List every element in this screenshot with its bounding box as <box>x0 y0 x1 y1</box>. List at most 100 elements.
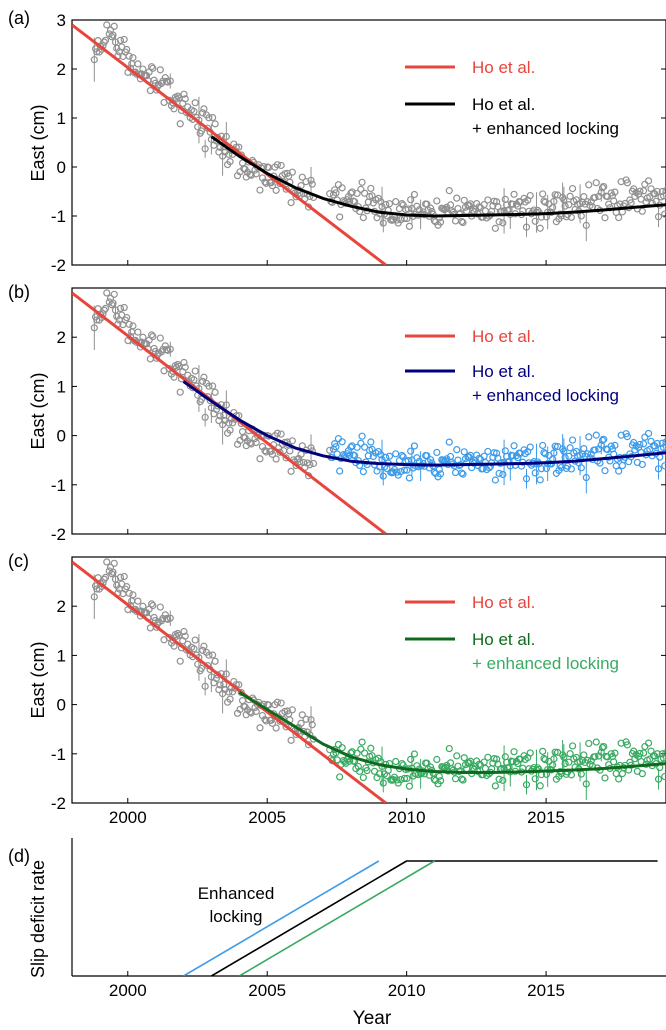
data-point <box>123 314 131 322</box>
y-tick-label: -1 <box>51 476 66 495</box>
data-point <box>550 197 558 206</box>
data-point <box>636 440 644 449</box>
data-point <box>353 749 361 757</box>
data-point <box>346 757 354 765</box>
data-point <box>125 589 133 597</box>
panel-c: (c) East (cm) -2 -1 0 1 2 2000 2005 2010 2015 H… <box>8 551 666 827</box>
series-line-1 <box>238 691 666 774</box>
y-axis-label: Slip deficit rate <box>28 860 48 978</box>
data-point <box>360 443 369 451</box>
data-point <box>191 636 199 644</box>
data-point <box>359 773 367 782</box>
data-point <box>212 674 220 683</box>
data-point <box>610 197 618 205</box>
data-point <box>348 188 356 196</box>
data-point <box>623 433 631 441</box>
data-point <box>536 782 544 790</box>
data-point <box>200 105 208 113</box>
data-point <box>181 363 189 371</box>
data-point <box>531 469 539 477</box>
data-point <box>90 56 98 64</box>
data-point <box>439 763 447 771</box>
data-point <box>235 681 243 689</box>
data-point <box>222 670 230 678</box>
data-point <box>639 187 648 195</box>
data-point <box>658 187 666 196</box>
data-point <box>615 467 623 475</box>
data-point <box>565 452 573 460</box>
data-point <box>209 651 217 659</box>
data-point <box>551 748 559 756</box>
data-point <box>256 186 264 194</box>
data-point <box>385 200 394 208</box>
x-ticks <box>127 260 547 265</box>
data-point <box>306 461 314 469</box>
data-point <box>459 218 467 227</box>
data-point <box>273 161 282 169</box>
y-axis-label: East (cm) <box>28 641 48 718</box>
data-point <box>176 657 184 665</box>
data-point <box>531 217 539 225</box>
legend-label-ho: Ho et al. <box>472 58 535 77</box>
data-point <box>592 738 600 746</box>
data-point <box>220 680 228 688</box>
data-point <box>536 224 544 232</box>
data-point <box>309 459 318 468</box>
data-point <box>605 200 613 208</box>
data-point <box>520 446 528 454</box>
data-point <box>338 184 346 192</box>
data-point <box>539 747 547 755</box>
data-point <box>133 607 141 616</box>
data-point <box>405 474 414 482</box>
data-point <box>459 776 467 784</box>
data-point <box>566 750 574 758</box>
y-ticks: -2 -1 0 1 2 3 <box>51 11 666 275</box>
data-point <box>653 187 661 196</box>
data-point <box>495 218 503 226</box>
data-point <box>205 382 213 390</box>
data-point <box>439 205 447 213</box>
data-point <box>601 467 609 475</box>
model-lines <box>72 23 666 265</box>
data-point <box>636 749 644 758</box>
data-point <box>600 435 608 443</box>
data-point <box>611 749 619 757</box>
y-tick-label: 1 <box>57 377 66 396</box>
data-point <box>654 775 663 783</box>
data-point <box>273 429 282 437</box>
data-point <box>623 179 631 187</box>
model-lines <box>72 291 666 534</box>
data-point <box>116 304 125 313</box>
data-point <box>367 744 375 752</box>
data-point <box>385 452 394 460</box>
data-point <box>465 201 473 210</box>
data-point <box>542 464 551 473</box>
data-point <box>116 573 125 582</box>
data-point <box>108 570 116 578</box>
y-ticks: -2 -1 0 1 2 <box>51 597 666 813</box>
panel-label: (a) <box>8 8 30 28</box>
data-point <box>298 711 306 719</box>
data-point <box>358 738 366 746</box>
data-point <box>433 448 441 457</box>
annotation-line-2: locking <box>210 907 263 926</box>
data-point <box>526 749 534 757</box>
data-point <box>566 192 574 200</box>
data-point <box>522 475 531 483</box>
data-point <box>358 432 366 440</box>
data-point <box>577 464 585 472</box>
data-point <box>358 178 366 186</box>
data-point <box>510 748 518 756</box>
data-point <box>531 775 539 783</box>
data-point <box>458 469 466 477</box>
data-point <box>591 193 599 202</box>
data-point <box>226 158 234 166</box>
data-point <box>296 458 304 466</box>
data-point <box>156 603 164 611</box>
data-point <box>436 218 445 226</box>
data-point <box>148 63 156 71</box>
data-point <box>139 602 147 610</box>
data-point <box>433 755 441 764</box>
data-point <box>463 764 471 773</box>
data-point <box>146 624 154 632</box>
